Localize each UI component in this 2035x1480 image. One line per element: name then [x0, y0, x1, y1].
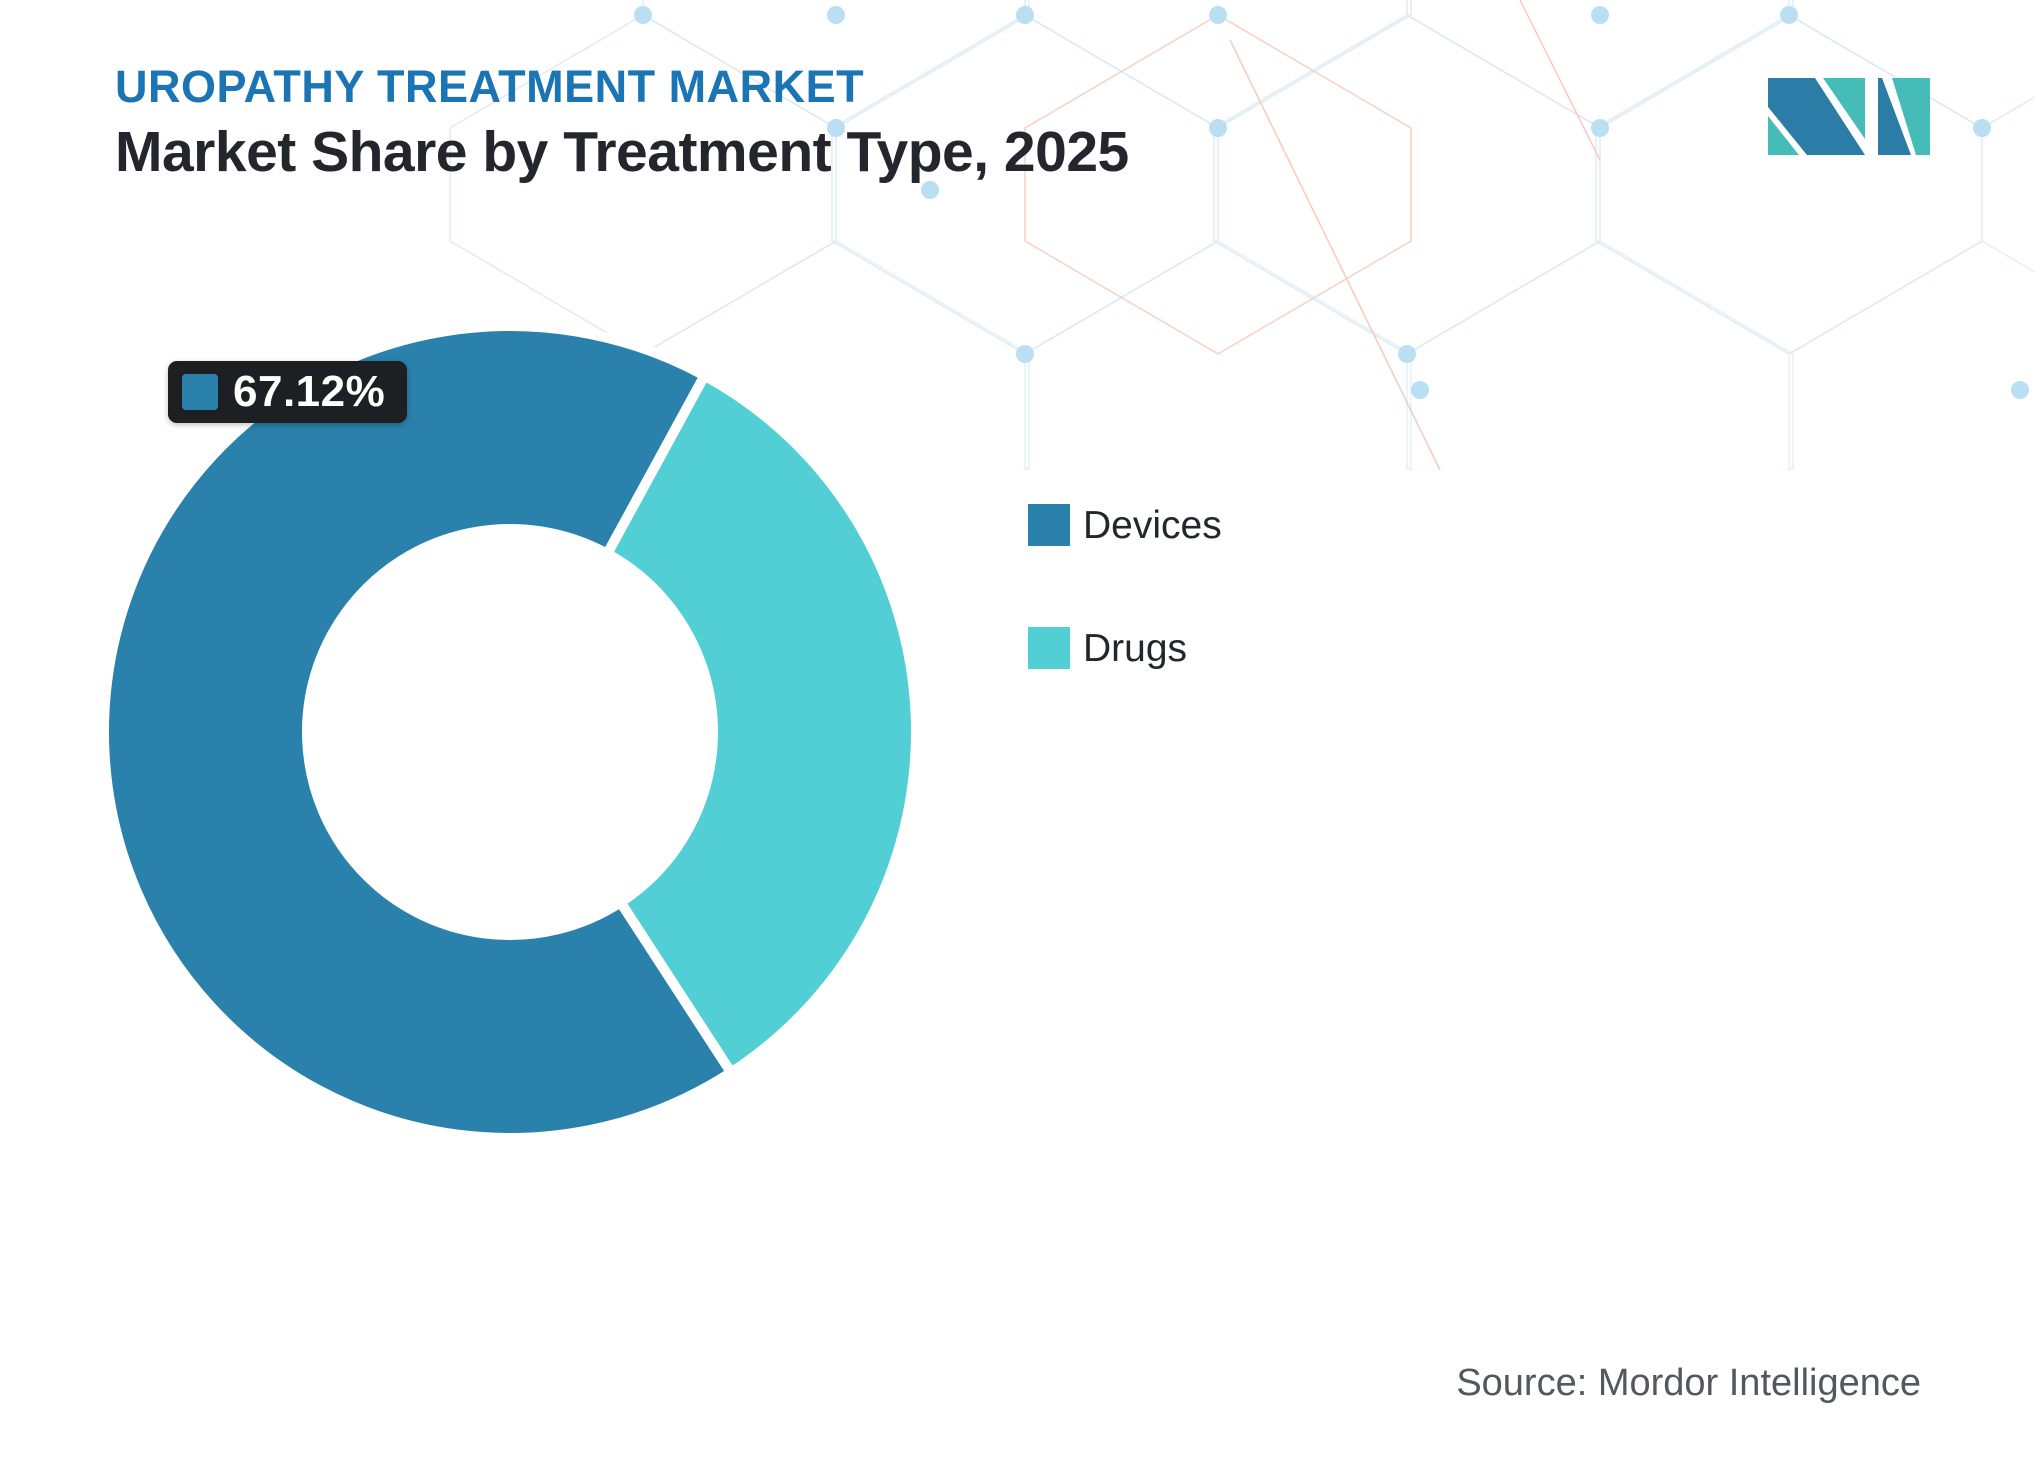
pattern-dot — [2011, 381, 2029, 399]
pattern-dot — [1209, 6, 1227, 24]
legend-swatch-devices — [1028, 504, 1070, 546]
header: UROPATHY TREATMENT MARKET Market Share b… — [115, 60, 1129, 186]
hexagon-outline — [1406, 240, 1794, 470]
pattern-dot — [921, 181, 939, 199]
pattern-dot — [1411, 381, 1429, 399]
pattern-dot — [827, 6, 845, 24]
source-attribution: Source: Mordor Intelligence — [1456, 1362, 1921, 1404]
pattern-dot — [1016, 6, 1034, 24]
legend-item-devices[interactable]: Devices — [1028, 503, 1222, 547]
data-label-swatch — [182, 374, 218, 410]
legend-label-drugs: Drugs — [1083, 626, 1188, 670]
logo-mark — [1768, 78, 1930, 155]
donut-chart — [99, 321, 921, 1143]
chart-legend: Devices Drugs — [1028, 503, 1222, 749]
hexagon-outline — [1024, 14, 1412, 355]
pattern-accent-line — [1229, 39, 1441, 470]
pattern-dot — [1591, 119, 1609, 137]
pattern-dot — [1973, 119, 1991, 137]
legend-item-drugs[interactable]: Drugs — [1028, 626, 1222, 670]
pattern-dot — [1398, 345, 1416, 363]
pattern-dot — [1016, 345, 1034, 363]
donut-slice-drugs[interactable] — [602, 370, 921, 1078]
hexagon-outline — [1595, 14, 1983, 355]
pattern-accent-line — [1519, 0, 1601, 161]
background-pattern — [449, 0, 2035, 470]
pattern-dot — [1591, 6, 1609, 24]
hexagon-outline — [1213, 14, 1601, 355]
page-title: Market Share by Treatment Type, 2025 — [115, 120, 1129, 184]
pattern-dot — [1209, 119, 1227, 137]
data-label-badge: 67.12% — [168, 361, 408, 423]
data-label-value: 67.12% — [233, 367, 386, 416]
pattern-dot — [1780, 6, 1798, 24]
report-eyebrow: UROPATHY TREATMENT MARKET — [115, 61, 865, 112]
donut-slice-devices[interactable] — [99, 321, 737, 1143]
pattern-dot — [634, 6, 652, 24]
hexagon-outline — [1788, 240, 2035, 470]
mordor-intelligence-logo — [1768, 78, 1930, 155]
legend-swatch-drugs — [1028, 627, 1070, 669]
legend-label-devices: Devices — [1083, 503, 1222, 547]
pattern-dot — [827, 119, 845, 137]
